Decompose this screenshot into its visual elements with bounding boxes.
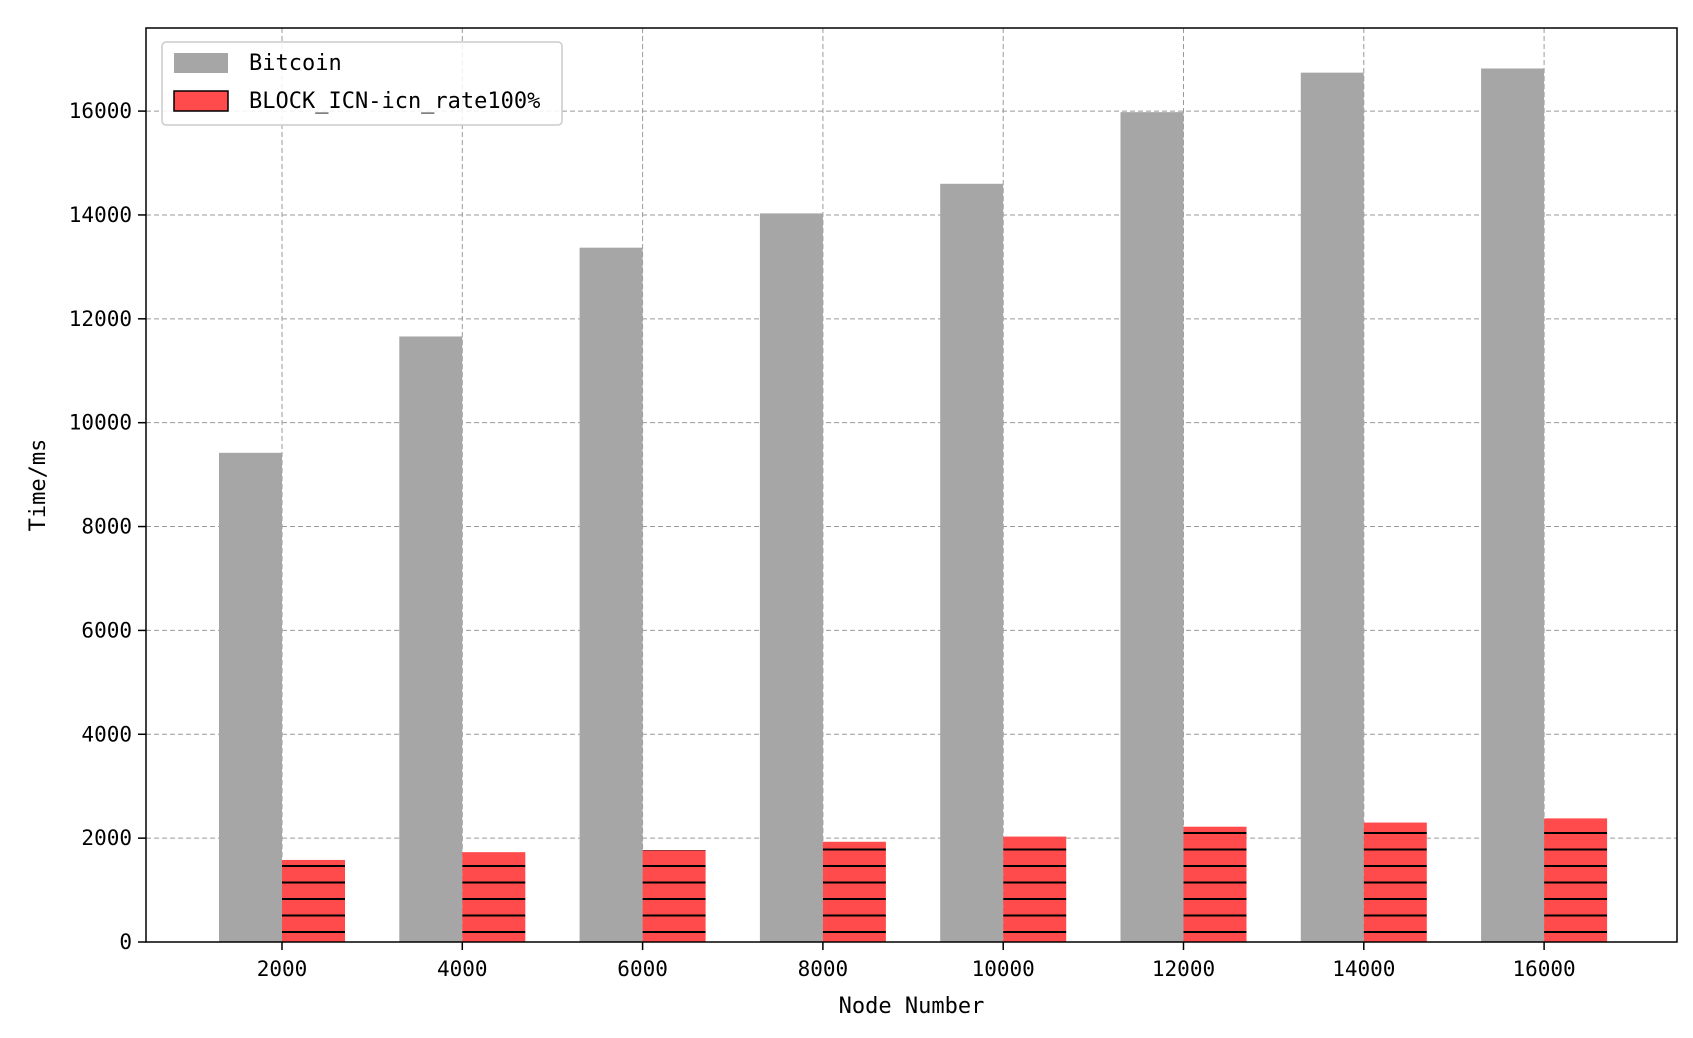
bar-block-icn: [822, 841, 886, 942]
y-axis-title: Time/ms: [26, 439, 51, 532]
y-tick-label: 6000: [81, 618, 132, 642]
y-tick-label: 4000: [81, 722, 132, 746]
bar-bitcoin: [940, 183, 1004, 942]
bar-bitcoin: [399, 336, 463, 943]
y-tick-label: 8000: [81, 515, 132, 539]
y-tick-label: 0: [119, 930, 132, 954]
bar-block-icn: [642, 850, 706, 942]
plot-frame: [145, 27, 1678, 943]
y-tick-label: 10000: [69, 411, 132, 435]
x-tick-label: 10000: [972, 957, 1035, 981]
bar-block-icn: [1183, 826, 1247, 942]
legend: Bitcoin BLOCK_ICN-icn_rate100%: [161, 41, 563, 126]
legend-swatch-bitcoin: [174, 53, 228, 73]
bar-bitcoin: [1300, 72, 1364, 942]
bar-block-icn: [1003, 836, 1067, 942]
bar-bitcoin: [219, 452, 282, 942]
x-tick-label: 6000: [617, 957, 668, 981]
y-tick-label: 14000: [69, 203, 132, 227]
grid-lines: [146, 28, 1677, 943]
legend-label-block-icn: BLOCK_ICN-icn_rate100%: [249, 89, 540, 114]
x-tick-label: 8000: [798, 957, 849, 981]
bar-bitcoin: [1120, 112, 1184, 943]
bars: [219, 68, 1608, 943]
bar-block-icn: [1363, 822, 1427, 942]
legend-swatch-block-icn: [173, 90, 229, 112]
axis-tick-labels: 0 2000 4000 6000 8000 10000 12000 14000 16000 200…: [69, 99, 1576, 981]
bar-block-icn: [282, 859, 345, 942]
x-tick-label: 12000: [1152, 957, 1215, 981]
y-tick-label: 12000: [69, 307, 132, 331]
y-tick-label: 16000: [69, 99, 132, 123]
bar-bitcoin: [1481, 68, 1545, 942]
y-tick-label: 2000: [81, 826, 132, 850]
legend-label-bitcoin: Bitcoin: [249, 51, 342, 76]
x-tick-label: 2000: [257, 957, 308, 981]
x-tick-label: 16000: [1512, 957, 1575, 981]
x-tick-label: 4000: [437, 957, 488, 981]
legend-box: [161, 41, 563, 126]
bar-block-icn: [1544, 818, 1608, 942]
bar-bitcoin: [579, 247, 643, 943]
bar-block-icn: [462, 852, 526, 942]
x-axis-title: Node Number: [839, 994, 985, 1019]
bar-bitcoin: [759, 213, 823, 942]
x-tick-label: 14000: [1332, 957, 1395, 981]
axis-ticks: [138, 110, 1545, 950]
